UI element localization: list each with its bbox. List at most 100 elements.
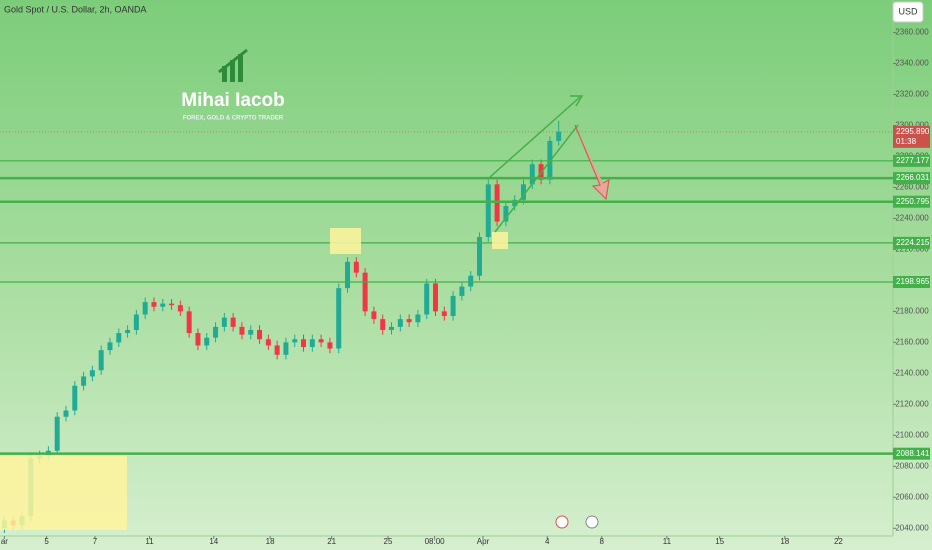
candle-body bbox=[107, 342, 113, 351]
candle-body bbox=[169, 303, 175, 306]
candle-body bbox=[72, 385, 78, 411]
candle-body bbox=[468, 275, 474, 287]
candle-body bbox=[397, 319, 403, 327]
x-tick-label: 15 bbox=[715, 537, 724, 546]
x-tick-label: 4 bbox=[545, 537, 550, 546]
candle-body bbox=[327, 342, 333, 349]
candle-body bbox=[186, 311, 192, 334]
y-tick-label: 2260.000 bbox=[895, 183, 929, 192]
candle-body bbox=[406, 319, 412, 323]
candle-body bbox=[345, 261, 351, 289]
level-label-box bbox=[893, 172, 930, 185]
y-tick-label: 2360.000 bbox=[895, 28, 929, 37]
candle-body bbox=[485, 184, 491, 238]
candle-body bbox=[503, 206, 509, 222]
candle-body bbox=[63, 410, 69, 417]
x-tick-label: 21 bbox=[327, 537, 336, 546]
y-tick-label: 2040.000 bbox=[895, 523, 929, 532]
candle-body bbox=[362, 272, 368, 312]
candle-body bbox=[476, 237, 482, 276]
candle-body bbox=[274, 345, 280, 355]
level-label-box bbox=[893, 154, 930, 167]
candle-body bbox=[459, 286, 465, 296]
watermark-tagline: FOREX, GOLD & CRYPTO TRADER bbox=[183, 116, 284, 122]
candle-body bbox=[520, 184, 526, 200]
candle-body bbox=[433, 283, 439, 312]
x-tick-label: 7 bbox=[93, 537, 98, 546]
level-label: 2088.141 bbox=[896, 449, 930, 458]
candle-body bbox=[195, 333, 201, 346]
x-tick-label: 11 bbox=[145, 537, 154, 546]
candle-body bbox=[301, 339, 307, 348]
candle-body bbox=[380, 319, 386, 330]
candle-body bbox=[248, 329, 254, 335]
candle-body bbox=[230, 317, 236, 327]
level-label: 2224.215 bbox=[896, 238, 930, 247]
x-tick-label: 8 bbox=[600, 537, 605, 546]
x-tick-label: 5 bbox=[44, 537, 49, 546]
candle-body bbox=[265, 339, 271, 346]
candle-body bbox=[309, 339, 315, 348]
y-tick-label: 2180.000 bbox=[895, 306, 929, 315]
currency-button[interactable] bbox=[892, 1, 924, 23]
candle-body bbox=[318, 339, 324, 343]
candle-body bbox=[160, 303, 166, 307]
y-tick-label: 2160.000 bbox=[895, 337, 929, 346]
plot: 2040.000 2060.000 2080.000 2100.000 2120.000… bbox=[0, 28, 930, 546]
x-tick-label: 18 bbox=[780, 537, 789, 546]
candle-body bbox=[336, 288, 342, 349]
y-tick-label: 2300.000 bbox=[895, 121, 929, 130]
y-tick-label: 2080.000 bbox=[895, 461, 929, 470]
candle-body bbox=[177, 305, 183, 312]
drawings bbox=[0, 95, 610, 530]
candle-body bbox=[213, 326, 219, 338]
x-tick-label: 22 bbox=[834, 537, 843, 546]
candle-body bbox=[441, 311, 447, 317]
level-label-box bbox=[893, 236, 930, 249]
candle-body bbox=[371, 311, 377, 320]
candle-body bbox=[98, 350, 104, 371]
level-label-box bbox=[893, 195, 930, 208]
level-label: 2250.795 bbox=[896, 197, 930, 206]
chart-title: Gold Spot / U.S. Dollar, 2h, OANDA bbox=[4, 4, 147, 14]
x-tick-label: 11 bbox=[663, 537, 672, 546]
y-tick-label: 2060.000 bbox=[895, 492, 929, 501]
candle-body bbox=[556, 131, 562, 141]
candle-body bbox=[239, 326, 245, 335]
currency: USD bbox=[898, 6, 918, 16]
candle-body bbox=[89, 370, 95, 377]
candle-body bbox=[221, 317, 227, 327]
watermark-name: Mihai Iacob bbox=[181, 90, 284, 111]
y-tick-label: 2320.000 bbox=[895, 90, 929, 99]
candle-body bbox=[424, 283, 430, 315]
x-tick-label: ar bbox=[1, 537, 8, 546]
candle-body bbox=[142, 302, 148, 315]
last-price-label: 2295.890 bbox=[896, 127, 930, 136]
candle-body bbox=[450, 295, 456, 317]
candle-body bbox=[151, 302, 157, 307]
y-tick-label: 2100.000 bbox=[895, 430, 929, 439]
candle-body bbox=[257, 329, 263, 340]
y-tick-label: 2240.000 bbox=[895, 214, 929, 223]
candle-body bbox=[54, 416, 60, 451]
candle-body bbox=[133, 314, 139, 330]
level-label: 2277.177 bbox=[896, 156, 930, 165]
candle-body bbox=[283, 342, 289, 355]
level-label: 2266.031 bbox=[896, 173, 930, 182]
countdown: 01:38 bbox=[896, 137, 917, 146]
candle-body bbox=[353, 261, 359, 273]
x-tick-label: Apr bbox=[477, 537, 490, 546]
candle-body bbox=[415, 314, 421, 323]
candle-body bbox=[292, 339, 298, 343]
level-label: 2198.965 bbox=[896, 277, 930, 286]
y-tick-label: 2120.000 bbox=[895, 399, 929, 408]
level-label-box bbox=[893, 447, 930, 460]
y-tick-label: 2220.000 bbox=[895, 245, 929, 254]
candle-body bbox=[529, 164, 535, 185]
x-tick-label: 08:00 bbox=[425, 537, 446, 546]
candle-body bbox=[389, 326, 395, 330]
y-tick-label: 2340.000 bbox=[895, 59, 929, 68]
logo bbox=[218, 48, 248, 82]
